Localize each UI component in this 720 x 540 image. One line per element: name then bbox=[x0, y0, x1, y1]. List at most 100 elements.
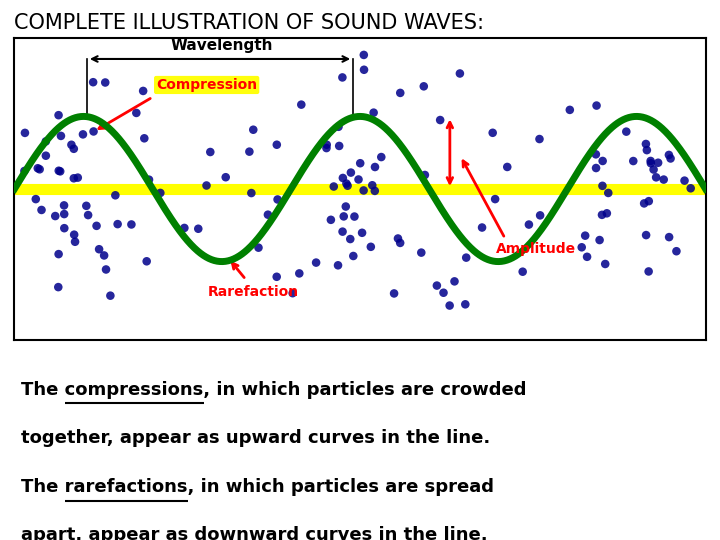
Point bbox=[356, 228, 368, 237]
Point bbox=[454, 69, 466, 78]
Point bbox=[366, 181, 378, 190]
Point bbox=[438, 288, 449, 297]
Text: apart, appear as downward curves in the line.: apart, appear as downward curves in the … bbox=[22, 526, 488, 540]
Point bbox=[58, 201, 70, 210]
Point bbox=[645, 157, 657, 165]
Point bbox=[340, 202, 351, 211]
Point bbox=[640, 231, 652, 239]
Point bbox=[100, 265, 112, 274]
Point bbox=[388, 289, 400, 298]
Point bbox=[621, 127, 632, 136]
Point bbox=[665, 154, 676, 163]
Point bbox=[126, 220, 138, 229]
Point bbox=[369, 163, 381, 171]
Point bbox=[643, 267, 654, 276]
Point bbox=[58, 210, 70, 218]
Point bbox=[310, 258, 322, 267]
Point bbox=[104, 292, 116, 300]
Point bbox=[94, 245, 105, 254]
Point bbox=[534, 134, 545, 143]
Point bbox=[345, 168, 356, 177]
Point bbox=[597, 181, 608, 190]
Point bbox=[77, 130, 89, 139]
Point bbox=[348, 252, 359, 260]
Point bbox=[487, 129, 498, 137]
Point bbox=[685, 184, 696, 193]
Text: Rarefaction: Rarefaction bbox=[207, 285, 298, 299]
Text: compressions: compressions bbox=[22, 381, 160, 399]
Point bbox=[53, 166, 65, 175]
Point bbox=[112, 220, 123, 228]
Point bbox=[333, 123, 344, 131]
Point bbox=[320, 144, 332, 152]
Point bbox=[341, 179, 352, 188]
Point bbox=[344, 235, 356, 244]
Point bbox=[246, 189, 257, 198]
Point bbox=[353, 175, 364, 184]
Point bbox=[87, 78, 99, 86]
Point bbox=[81, 201, 92, 210]
Point bbox=[523, 220, 535, 229]
Point bbox=[55, 132, 67, 140]
Point bbox=[72, 173, 84, 182]
Point bbox=[658, 176, 670, 184]
Point bbox=[395, 239, 406, 247]
Text: Wavelength: Wavelength bbox=[171, 38, 273, 53]
Point bbox=[603, 188, 614, 197]
Point bbox=[534, 211, 546, 220]
Point bbox=[69, 238, 81, 246]
Point bbox=[342, 181, 354, 190]
Point bbox=[68, 174, 80, 183]
Point bbox=[328, 182, 340, 191]
Point bbox=[395, 89, 406, 97]
Point bbox=[19, 129, 31, 137]
Point bbox=[639, 199, 650, 208]
Point bbox=[58, 224, 70, 233]
Point bbox=[419, 171, 431, 179]
Point bbox=[179, 224, 190, 232]
Point bbox=[596, 211, 608, 219]
Point bbox=[32, 164, 43, 173]
Point bbox=[628, 157, 639, 165]
Point bbox=[418, 82, 430, 91]
Point bbox=[40, 137, 52, 146]
Point bbox=[271, 140, 282, 149]
Point bbox=[444, 301, 456, 310]
Point bbox=[88, 127, 99, 136]
Point bbox=[253, 244, 264, 252]
Text: The compressions, in which particles are crowded: The compressions, in which particles are… bbox=[22, 381, 527, 399]
Point bbox=[337, 73, 348, 82]
Point bbox=[138, 134, 150, 143]
Point bbox=[490, 195, 501, 204]
Point bbox=[50, 212, 61, 220]
Point bbox=[368, 109, 379, 117]
Point bbox=[34, 165, 45, 174]
Text: The: The bbox=[22, 381, 65, 399]
Point bbox=[376, 153, 387, 161]
Point bbox=[99, 251, 110, 260]
Point bbox=[600, 260, 611, 268]
Point bbox=[220, 173, 232, 181]
Point bbox=[99, 78, 111, 87]
Point bbox=[91, 221, 102, 230]
Point bbox=[348, 212, 360, 221]
Text: The rarefactions, in which particles are spread: The rarefactions, in which particles are… bbox=[22, 478, 495, 496]
Point bbox=[36, 206, 48, 214]
Point bbox=[337, 227, 348, 236]
Point bbox=[652, 158, 664, 167]
Point bbox=[272, 195, 284, 204]
Point bbox=[590, 164, 602, 172]
Text: Compression: Compression bbox=[156, 78, 257, 92]
Point bbox=[663, 151, 675, 159]
Point bbox=[295, 100, 307, 109]
Point bbox=[591, 101, 603, 110]
Point bbox=[650, 173, 662, 181]
Point bbox=[19, 167, 30, 176]
Point bbox=[643, 197, 654, 206]
Point bbox=[392, 234, 404, 243]
Point bbox=[66, 140, 77, 149]
Point bbox=[40, 151, 52, 160]
Point bbox=[192, 225, 204, 233]
Point bbox=[365, 242, 377, 251]
Point bbox=[679, 177, 690, 185]
